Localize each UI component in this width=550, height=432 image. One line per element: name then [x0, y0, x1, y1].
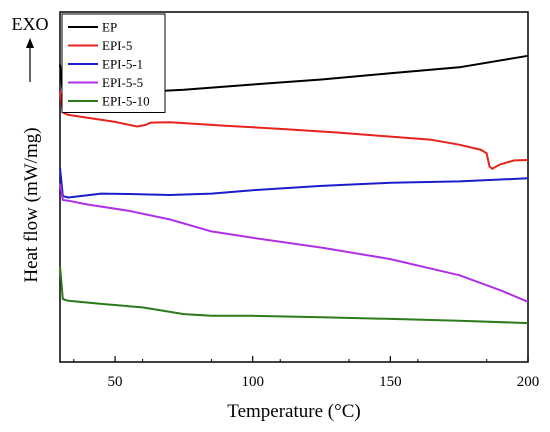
legend-label: EP: [102, 20, 117, 35]
series-line-epi-5-10: [59, 265, 529, 325]
exo-label: EXO: [12, 14, 49, 34]
series-line-epi-5-1: [59, 167, 529, 199]
x-tick-label: 200: [517, 374, 540, 390]
exo-annotation: EXO: [12, 14, 49, 82]
plot-area: 50 100 150 200: [59, 11, 540, 390]
legend-label: EPI-5-5: [102, 75, 143, 90]
series-lines: [59, 54, 529, 325]
legend-items: EP EPI-5 EPI-5-1 EPI-5-5 EPI-5-10: [68, 20, 150, 109]
x-tick-label: 100: [241, 374, 264, 390]
series-line-epi-5-5: [59, 183, 529, 303]
x-tick-label: 50: [108, 374, 123, 390]
exo-arrow-icon: [26, 38, 34, 48]
legend-label: EPI-5-1: [102, 57, 143, 72]
legend: EP EPI-5 EPI-5-1 EPI-5-5 EPI-5-10: [61, 13, 166, 113]
legend-label: EPI-5-10: [102, 94, 150, 109]
y-axis-label: Heat flow (mW/mg): [21, 127, 42, 282]
series-line-epi-5: [59, 90, 529, 170]
x-tick-label: 150: [379, 374, 402, 390]
legend-label: EPI-5: [102, 38, 132, 53]
axis-ticks: 50 100 150 200: [73, 356, 540, 390]
x-axis-label: Temperature (°C): [227, 401, 360, 422]
